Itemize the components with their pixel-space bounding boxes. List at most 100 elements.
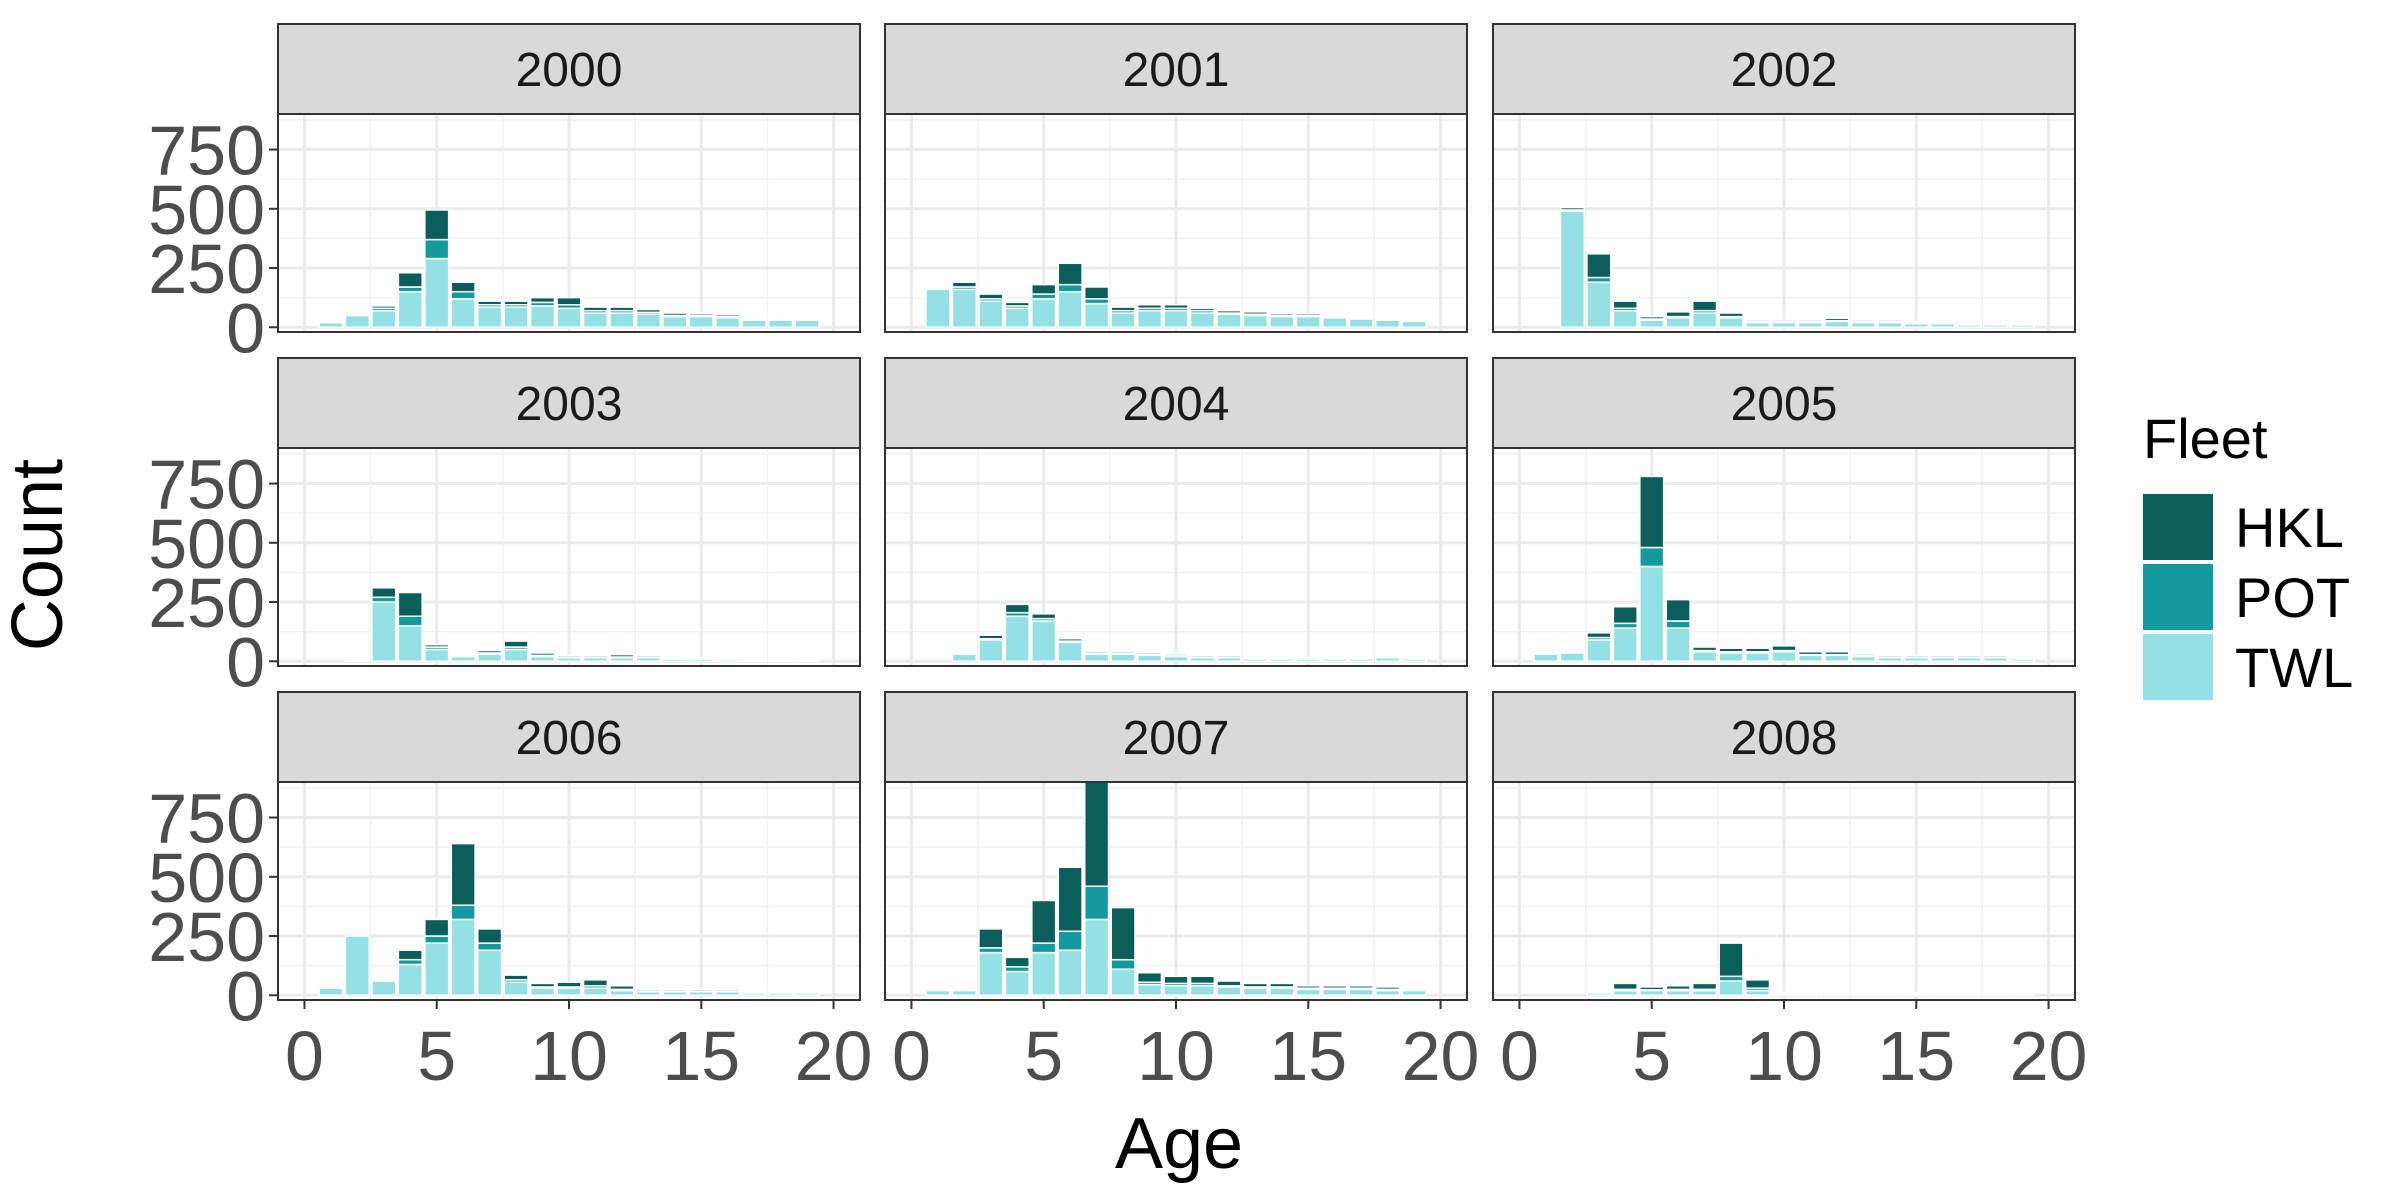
- bar-twl-age-4: [397, 624, 423, 663]
- bar-hkl-age-2: [951, 281, 978, 288]
- bar-hkl-age-15: [688, 312, 714, 317]
- bar-hkl-age-15: [1903, 991, 1929, 995]
- x-tick-label: 0: [1500, 1017, 1539, 1095]
- bar-twl-age-18: [1374, 319, 1401, 329]
- bar-hkl-age-17: [1348, 656, 1374, 660]
- bar-twl-age-9: [1136, 654, 1163, 663]
- bar-twl-age-10: [1163, 985, 1189, 997]
- bar-hkl-age-19: [1401, 987, 1427, 991]
- x-tick-label: 0: [285, 1017, 324, 1095]
- bar-twl-age-7: [1083, 653, 1110, 663]
- bar-twl-age-4: [1004, 307, 1030, 329]
- bar-hkl-age-4: [1004, 301, 1030, 307]
- bar-hkl-age-13: [1242, 982, 1269, 988]
- bar-hkl-age-11: [1797, 651, 1824, 656]
- legend: Fleet HKL POT TWL: [2143, 407, 2353, 700]
- bar-twl-age-2: [344, 935, 371, 997]
- bar-hkl-age-2: [1559, 206, 1586, 211]
- bar-hkl-age-16: [1322, 656, 1348, 660]
- panel-plot-area: [885, 782, 1467, 1000]
- bar-hkl-age-4: [397, 591, 423, 617]
- bar-hkl-age-12: [1216, 309, 1242, 314]
- bar-hkl-age-15: [1295, 312, 1321, 317]
- bar-hkl-age-7: [476, 649, 503, 654]
- facet-strip-label: 2003: [516, 378, 623, 431]
- bar-twl-age-7: [1691, 312, 1718, 329]
- bar-hkl-age-19: [1401, 656, 1427, 660]
- bar-hkl-age-17: [1348, 315, 1374, 319]
- bar-hkl-age-8: [503, 974, 529, 981]
- bar-hkl-age-10: [1771, 991, 1797, 995]
- bar-hkl-age-11: [1189, 307, 1216, 312]
- bar-hkl-age-11: [582, 654, 609, 658]
- bar-twl-age-18: [767, 319, 794, 329]
- bar-hkl-age-6: [1057, 262, 1083, 286]
- bar-hkl-age-5: [1031, 283, 1057, 295]
- facet-strip-label: 2002: [1731, 44, 1838, 97]
- y-tick-label: 0: [226, 957, 265, 1035]
- x-axis-title: Age: [1115, 1104, 1243, 1184]
- bar-hkl-age-3: [978, 634, 1004, 640]
- bar-twl-age-8: [1718, 652, 1744, 663]
- bar-hkl-age-12: [1824, 651, 1850, 656]
- bar-twl-age-11: [1797, 654, 1824, 663]
- bar-hkl-age-19: [794, 658, 820, 661]
- bar-hkl-age-16: [1322, 985, 1348, 989]
- bar-twl-age-17: [741, 319, 767, 329]
- x-tick-label: 5: [417, 1017, 456, 1095]
- bar-hkl-age-6: [450, 281, 476, 293]
- bar-hkl-age-9: [1744, 647, 1771, 653]
- bar-twl-age-12: [609, 312, 635, 329]
- bar-pot-age-5: [424, 238, 450, 260]
- facet-strip: [1492, 23, 2076, 115]
- facet-strip: [277, 23, 861, 115]
- bar-twl-age-17: [1348, 988, 1374, 997]
- bar-twl-age-7: [476, 949, 503, 997]
- bar-hkl-age-17: [1956, 322, 1982, 326]
- bar-pot-age-6: [1057, 930, 1083, 951]
- facet-panel-2007: 2007: [884, 691, 1468, 1001]
- bar-hkl-age-12: [1216, 654, 1242, 658]
- y-tick-label: 500: [148, 505, 265, 583]
- bar-twl-age-3: [1586, 281, 1612, 329]
- facet-strip: [1492, 691, 2076, 783]
- bar-hkl-age-19: [1401, 318, 1427, 321]
- bar-hkl-age-8: [1110, 651, 1136, 655]
- legend-label-hkl: HKL: [2235, 496, 2344, 559]
- bar-hkl-age-4: [397, 272, 423, 288]
- bar-hkl-age-11: [582, 306, 609, 312]
- bar-hkl-age-4: [1612, 606, 1638, 625]
- facet-strip-label: 2005: [1731, 378, 1838, 431]
- bar-twl-age-5: [424, 257, 450, 329]
- bar-hkl-age-18: [1982, 991, 2009, 995]
- y-tick-label: 750: [148, 446, 265, 524]
- bar-hkl-age-10: [1771, 319, 1797, 323]
- bar-twl-age-16: [715, 317, 741, 329]
- bar-twl-age-3: [371, 980, 397, 997]
- bar-twl-age-11: [1189, 312, 1216, 329]
- bar-twl-age-8: [1110, 312, 1136, 329]
- bar-twl-age-12: [1824, 320, 1850, 329]
- bar-twl-age-9: [1136, 983, 1163, 997]
- legend-title: Fleet: [2143, 407, 2268, 470]
- bar-hkl-age-3: [371, 305, 397, 310]
- y-tick-label: 750: [148, 780, 265, 858]
- x-tick-label: 20: [2010, 1017, 2088, 1095]
- bar-hkl-age-18: [1374, 317, 1401, 320]
- bar-hkl-age-7: [1691, 982, 1718, 991]
- bar-twl-age-10: [556, 987, 582, 997]
- x-tick-label: 10: [1137, 1017, 1215, 1095]
- bar-hkl-age-17: [741, 658, 767, 661]
- bar-hkl-age-8: [1718, 312, 1744, 318]
- panel-plot-area: [278, 782, 860, 1000]
- bar-hkl-age-14: [1877, 654, 1903, 658]
- bar-hkl-age-6: [1665, 311, 1691, 318]
- bar-pot-age-8: [1110, 958, 1136, 970]
- bar-hkl-age-10: [556, 981, 582, 988]
- bar-twl-age-10: [1163, 309, 1189, 329]
- x-tick-label: 5: [1024, 1017, 1063, 1095]
- bar-twl-age-15: [1295, 315, 1321, 329]
- bar-twl-age-6: [450, 918, 476, 997]
- bar-twl-age-7: [1691, 651, 1718, 663]
